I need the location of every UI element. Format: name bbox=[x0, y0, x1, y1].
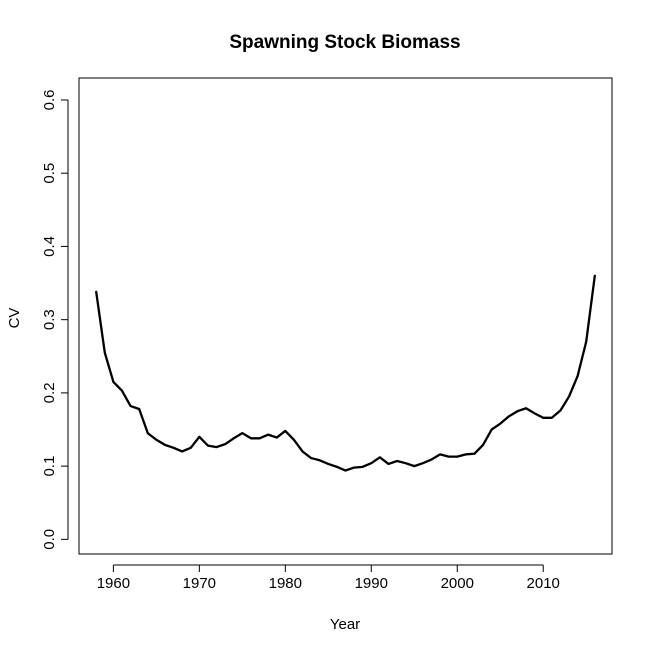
y-tick-label: 0.0 bbox=[41, 529, 58, 550]
series-line bbox=[95, 274, 596, 472]
chart-title: Spawning Stock Biomass bbox=[229, 32, 460, 53]
x-tick-label: 1960 bbox=[97, 575, 130, 592]
y-tick-label: 0.6 bbox=[41, 90, 58, 111]
x-axis-label: Year bbox=[330, 616, 360, 633]
y-tick-label: 0.3 bbox=[41, 309, 58, 330]
x-tick-label: 1980 bbox=[269, 575, 302, 592]
y-tick-label: 0.5 bbox=[41, 163, 58, 184]
y-tick-label: 0.1 bbox=[41, 456, 58, 477]
y-axis: 0.0 0.1 0.2 0.3 0.4 0.5 0.6 bbox=[41, 90, 69, 550]
x-tick-label: 1990 bbox=[355, 575, 388, 592]
plot-frame bbox=[78, 77, 613, 555]
x-tick-label: 1970 bbox=[183, 575, 216, 592]
x-axis: 1960 1970 1980 1990 2000 2010 bbox=[97, 564, 560, 592]
y-tick-label: 0.2 bbox=[41, 382, 58, 403]
y-axis-label: CV bbox=[6, 308, 23, 329]
y-tick-label: 0.4 bbox=[41, 236, 58, 257]
x-tick-label: 2010 bbox=[527, 575, 560, 592]
x-tick-label: 2000 bbox=[441, 575, 474, 592]
